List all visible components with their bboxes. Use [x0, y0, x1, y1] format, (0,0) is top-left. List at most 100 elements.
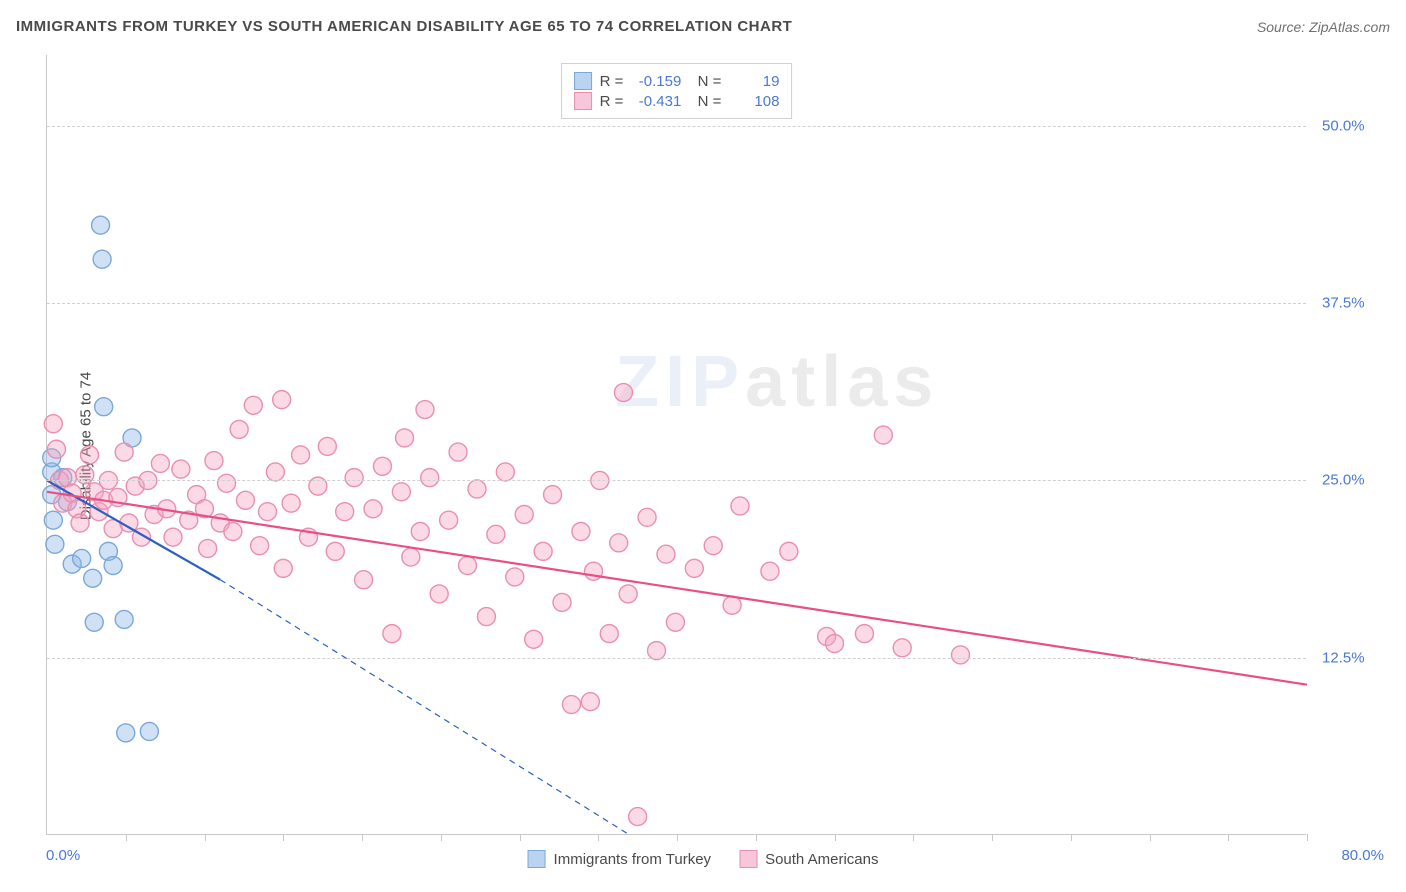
xtick [1307, 834, 1308, 841]
scatter-point [115, 443, 133, 461]
scatter-point [273, 391, 291, 409]
scatter-point [355, 571, 373, 589]
chart-header: IMMIGRANTS FROM TURKEY VS SOUTH AMERICAN… [16, 18, 1390, 35]
stat-n-val-0: 19 [729, 73, 779, 90]
stats-row-series-1: R = -0.431 N = 108 [574, 92, 780, 110]
scatter-point [874, 426, 892, 444]
scatter-point [430, 585, 448, 603]
scatter-point [731, 497, 749, 515]
scatter-point [544, 486, 562, 504]
legend-swatch-0 [528, 850, 546, 868]
scatter-point [534, 542, 552, 560]
scatter-point [266, 463, 284, 481]
scatter-point [151, 454, 169, 472]
scatter-point [336, 503, 354, 521]
scatter-point [73, 549, 91, 567]
gridline [47, 303, 1306, 304]
legend-item-1: South Americans [739, 850, 878, 868]
scatter-point [292, 446, 310, 464]
scatter-point [411, 523, 429, 541]
legend-swatch-1 [739, 850, 757, 868]
scatter-point [364, 500, 382, 518]
scatter-point [218, 474, 236, 492]
xtick [520, 834, 521, 841]
scatter-point [172, 460, 190, 478]
stat-n-val-1: 108 [729, 93, 779, 110]
ytick-label: 25.0% [1322, 472, 1392, 489]
scatter-point [553, 593, 571, 611]
scatter-point [515, 505, 533, 523]
scatter-point [46, 535, 64, 553]
scatter-point [71, 514, 89, 532]
scatter-point [244, 396, 262, 414]
scatter-point [282, 494, 300, 512]
scatter-point [396, 429, 414, 447]
scatter-point [402, 548, 420, 566]
scatter-point [855, 625, 873, 643]
stat-n-label-1: N = [689, 93, 721, 110]
scatter-point [440, 511, 458, 529]
stats-row-series-0: R = -0.159 N = 19 [574, 72, 780, 90]
stat-r-val-1: -0.431 [631, 93, 681, 110]
xtick [1150, 834, 1151, 841]
scatter-point [459, 557, 477, 575]
scatter-point [562, 696, 580, 714]
scatter-point [104, 557, 122, 575]
legend-label-0: Immigrants from Turkey [554, 851, 712, 868]
scatter-point [619, 585, 637, 603]
scatter-point [477, 608, 495, 626]
scatter-point [893, 639, 911, 657]
xtick [756, 834, 757, 841]
regression-line [47, 492, 1307, 685]
legend-item-0: Immigrants from Turkey [528, 850, 712, 868]
xtick [205, 834, 206, 841]
scatter-point [657, 545, 675, 563]
xtick [362, 834, 363, 841]
scatter-point [44, 511, 62, 529]
xtick [677, 834, 678, 841]
scatter-point [199, 540, 217, 558]
bottom-legend: Immigrants from Turkey South Americans [528, 850, 879, 868]
scatter-point [383, 625, 401, 643]
scatter-point [259, 503, 277, 521]
stat-r-label-1: R = [600, 93, 624, 110]
scatter-point [44, 415, 62, 433]
scatter-point [506, 568, 524, 586]
scatter-point [164, 528, 182, 546]
legend-label-1: South Americans [765, 851, 878, 868]
scatter-point [496, 463, 514, 481]
scatter-point [47, 440, 65, 458]
scatter-point [600, 625, 618, 643]
scatter-point [140, 722, 158, 740]
scatter-point [581, 693, 599, 711]
scatter-point [81, 446, 99, 464]
scatter-point [92, 216, 110, 234]
scatter-point [780, 542, 798, 560]
scatter-point [84, 569, 102, 587]
scatter-point [224, 523, 242, 541]
xtick [441, 834, 442, 841]
xtick [992, 834, 993, 841]
scatter-point [115, 610, 133, 628]
x-axis-origin-label: 0.0% [46, 847, 80, 864]
swatch-series-1 [574, 92, 592, 110]
scatter-point [205, 452, 223, 470]
scatter-point [826, 635, 844, 653]
scatter-point [230, 420, 248, 438]
scatter-point [345, 469, 363, 487]
scatter-point [487, 525, 505, 543]
scatter-point [685, 559, 703, 577]
scatter-point [326, 542, 344, 560]
xtick [1071, 834, 1072, 841]
scatter-point [614, 384, 632, 402]
scatter-point [318, 437, 336, 455]
scatter-point [952, 646, 970, 664]
scatter-svg [47, 55, 1306, 834]
xtick [126, 834, 127, 841]
gridline [47, 658, 1306, 659]
stats-legend-box: R = -0.159 N = 19 R = -0.431 N = 108 [561, 63, 793, 119]
scatter-point [468, 480, 486, 498]
x-axis-max-label: 80.0% [1341, 847, 1384, 864]
scatter-point [449, 443, 467, 461]
scatter-point [525, 630, 543, 648]
